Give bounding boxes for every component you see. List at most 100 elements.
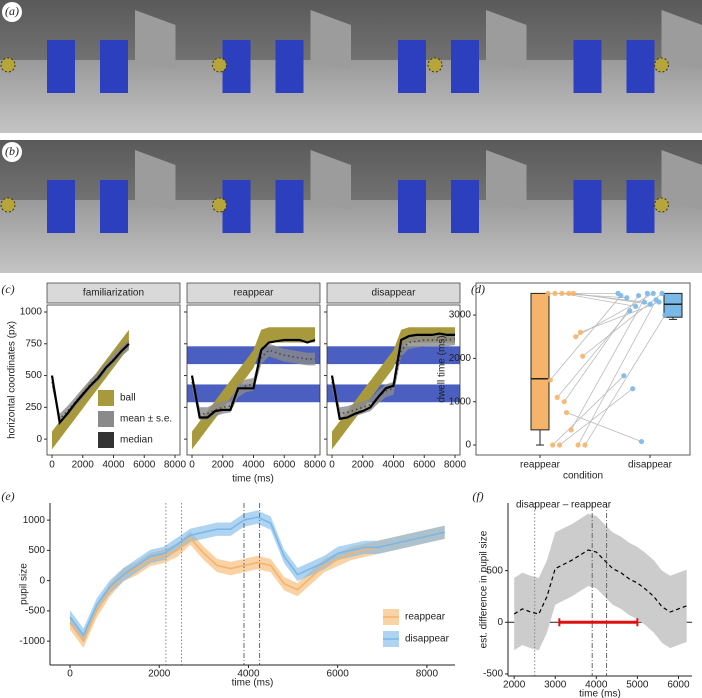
x-tick-label: 0 (329, 460, 335, 471)
y-tick-label: 0 (497, 617, 503, 628)
x-tick-label: 4000 (585, 680, 608, 691)
x-tick-label: 2000 (352, 460, 375, 471)
facet-title: reappear (233, 288, 274, 299)
occluder (626, 40, 655, 93)
legend-swatch (98, 411, 114, 427)
y-tick-label: 0 (39, 575, 45, 586)
point (566, 290, 572, 296)
scene-sidewall (661, 150, 702, 210)
y-tick-label: 1000 (23, 515, 46, 526)
ball-band (52, 329, 129, 450)
occluder (222, 180, 251, 233)
point (624, 295, 630, 301)
x-tick-label: 6000 (413, 460, 436, 471)
x-tick-label: 0 (189, 460, 195, 471)
point (621, 373, 627, 379)
mean-line (331, 337, 456, 415)
facet-strip (186, 282, 321, 304)
y-axis-title: horizontal coordinates (px) (7, 321, 18, 439)
pair-line (559, 388, 633, 446)
panel-label-bg (2, 142, 22, 162)
point (659, 290, 665, 296)
x-tick-label: 4000 (242, 460, 265, 471)
pair-line (563, 295, 639, 402)
box (530, 292, 550, 431)
point (641, 299, 648, 305)
ball (427, 57, 443, 73)
x-tick-label: 4000 (382, 460, 405, 471)
facet-strip (46, 282, 181, 304)
panel-label: (c) (1, 282, 14, 296)
pair-line (552, 375, 625, 446)
legend-label: mean ± s.e. (120, 414, 172, 425)
x-tick-label: 8000 (444, 460, 467, 471)
y-axis-title: pupil size (19, 563, 30, 605)
occluder (275, 180, 304, 233)
occluder (222, 40, 251, 93)
mean-band (52, 340, 129, 424)
pair-line (566, 412, 642, 442)
panel-label: (d) (471, 282, 485, 296)
ball (212, 197, 227, 213)
panel-label: (b) (5, 144, 19, 158)
x-tick-label: 4000 (102, 460, 125, 471)
ball (0, 57, 16, 73)
occluder (100, 180, 128, 233)
point (545, 290, 551, 296)
scene-floor (351, 200, 527, 273)
facet-title: disappear (372, 288, 417, 299)
pair-line (580, 301, 660, 333)
occluder (451, 40, 479, 93)
occluder (626, 180, 655, 233)
point (575, 442, 581, 448)
y-tick-label: 2000 (449, 353, 472, 364)
point (644, 290, 650, 296)
point (647, 301, 653, 307)
y-tick-label: 0 (465, 440, 471, 451)
occluder (100, 40, 128, 93)
scene-sidewall (135, 10, 176, 70)
point (570, 290, 577, 296)
scene-floor (0, 200, 176, 273)
y-tick-label: 1000 (449, 396, 472, 407)
mean-band (192, 343, 315, 420)
chart-title: disappear – reappear (516, 500, 612, 511)
legend-swatch (98, 432, 114, 448)
panel-border (475, 282, 691, 456)
x-tick-label: 8000 (304, 460, 327, 471)
x-tick-label: 6000 (667, 680, 690, 691)
point (650, 290, 656, 296)
point (618, 292, 624, 299)
occluder (573, 40, 602, 93)
band (514, 513, 687, 651)
panel-label: (e) (1, 489, 14, 503)
point (630, 386, 636, 392)
mean-band (332, 332, 455, 420)
occluder (451, 180, 479, 233)
x-axis-title: time (ms) (232, 678, 274, 689)
y-tick-label: -500 (483, 669, 503, 680)
x-tick-label: 8000 (164, 460, 187, 471)
x-tick-label: 6000 (273, 460, 296, 471)
x-axis-title: condition (563, 471, 603, 482)
x-tick-label: 0 (67, 669, 73, 680)
pair-line (573, 293, 651, 305)
x-tick-label: 2000 (72, 460, 95, 471)
pair-line (577, 299, 657, 446)
x-tick-label: 5000 (626, 680, 649, 691)
panel-label: (f) (472, 489, 483, 503)
x-tick-label: 2000 (212, 460, 235, 471)
point (638, 438, 645, 445)
facet-strip (326, 282, 461, 304)
occluder (275, 40, 304, 93)
scene-sidewall (310, 10, 351, 70)
y-tick-label: -1000 (19, 636, 45, 647)
pair-line (584, 314, 666, 446)
point (656, 299, 662, 305)
legend-label: reappear (405, 612, 446, 623)
point (554, 394, 560, 400)
x-tick-label: 4000 (237, 669, 260, 680)
point (635, 292, 642, 299)
